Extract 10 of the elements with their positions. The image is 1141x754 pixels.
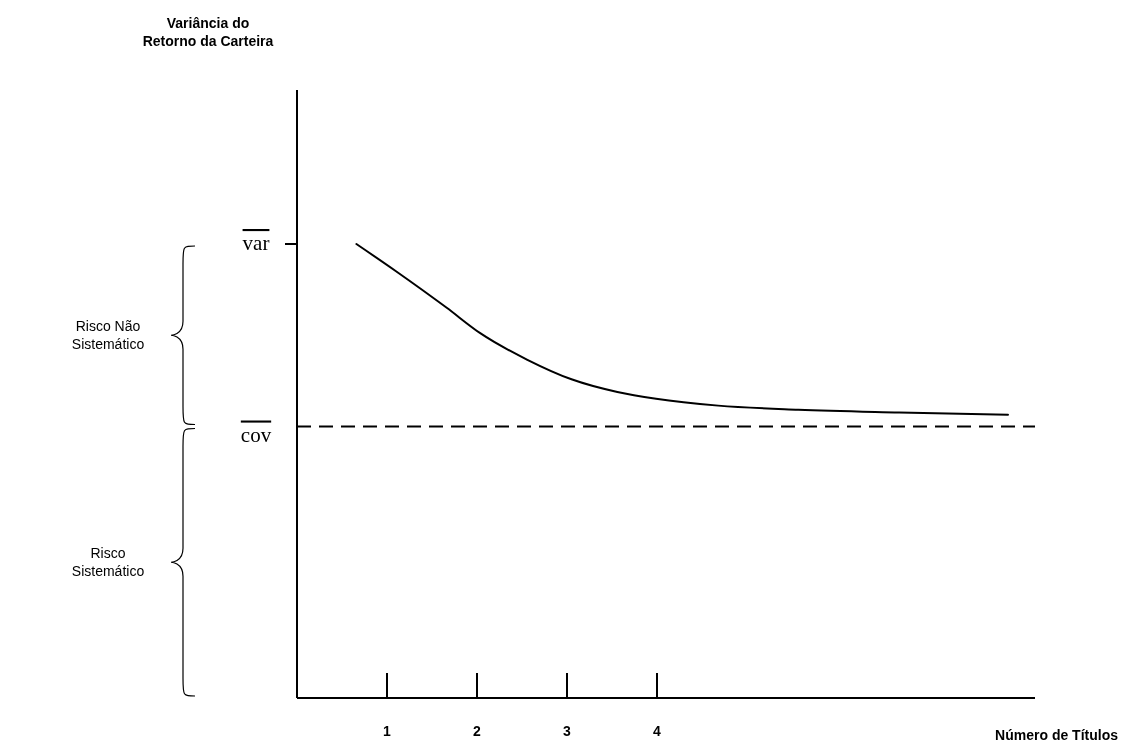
ref-line-label: cov <box>240 422 272 447</box>
text: Risco Sistemático <box>71 545 145 580</box>
x-tick-label: 1 <box>383 723 392 739</box>
x-tick-label: 4 <box>653 723 662 739</box>
text: Variância do Retorno da Carteira <box>142 15 274 49</box>
text: var <box>242 231 270 255</box>
text: Risco Não Sistemático <box>71 318 145 353</box>
x-tick-label: 2 <box>473 723 482 739</box>
x-axis-title: Número de Títulos <box>995 727 1119 743</box>
x-tick-label: 3 <box>563 723 572 739</box>
